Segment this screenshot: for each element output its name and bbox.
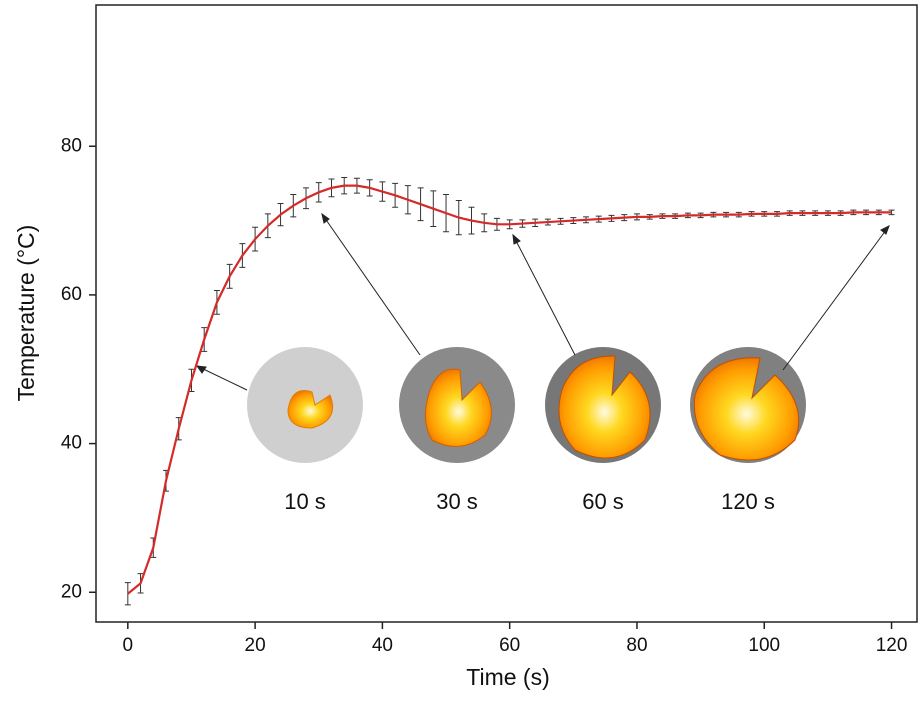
chart: 10 s 30 s 60 s 120 s Time (s) Temperatur… bbox=[0, 0, 918, 696]
y-tick-label: 40 bbox=[61, 433, 82, 454]
thermal-images bbox=[247, 347, 806, 463]
x-tick-label: 80 bbox=[626, 635, 647, 656]
arrow bbox=[783, 226, 889, 370]
annotation: 30 s bbox=[436, 489, 478, 514]
plot-frame bbox=[96, 5, 917, 622]
x-tick-label: 40 bbox=[372, 635, 393, 656]
y-tick-label: 80 bbox=[61, 135, 82, 156]
arrow bbox=[322, 214, 420, 355]
x-tick-label: 20 bbox=[245, 635, 266, 656]
annotation: 120 s bbox=[721, 489, 775, 514]
y-tick-label: 60 bbox=[61, 284, 82, 305]
annotation: 10 s bbox=[284, 489, 326, 514]
arrow bbox=[513, 235, 575, 355]
x-tick-label: 60 bbox=[499, 635, 520, 656]
x-tick-label: 0 bbox=[123, 635, 134, 656]
x-axis-title: Time (s) bbox=[466, 664, 549, 690]
y-tick-label: 20 bbox=[61, 581, 82, 602]
annotation: 60 s bbox=[582, 489, 624, 514]
x-tick-label: 100 bbox=[748, 635, 780, 656]
x-tick-label: 120 bbox=[876, 635, 908, 656]
y-axis-title: Temperature (°C) bbox=[13, 225, 39, 402]
